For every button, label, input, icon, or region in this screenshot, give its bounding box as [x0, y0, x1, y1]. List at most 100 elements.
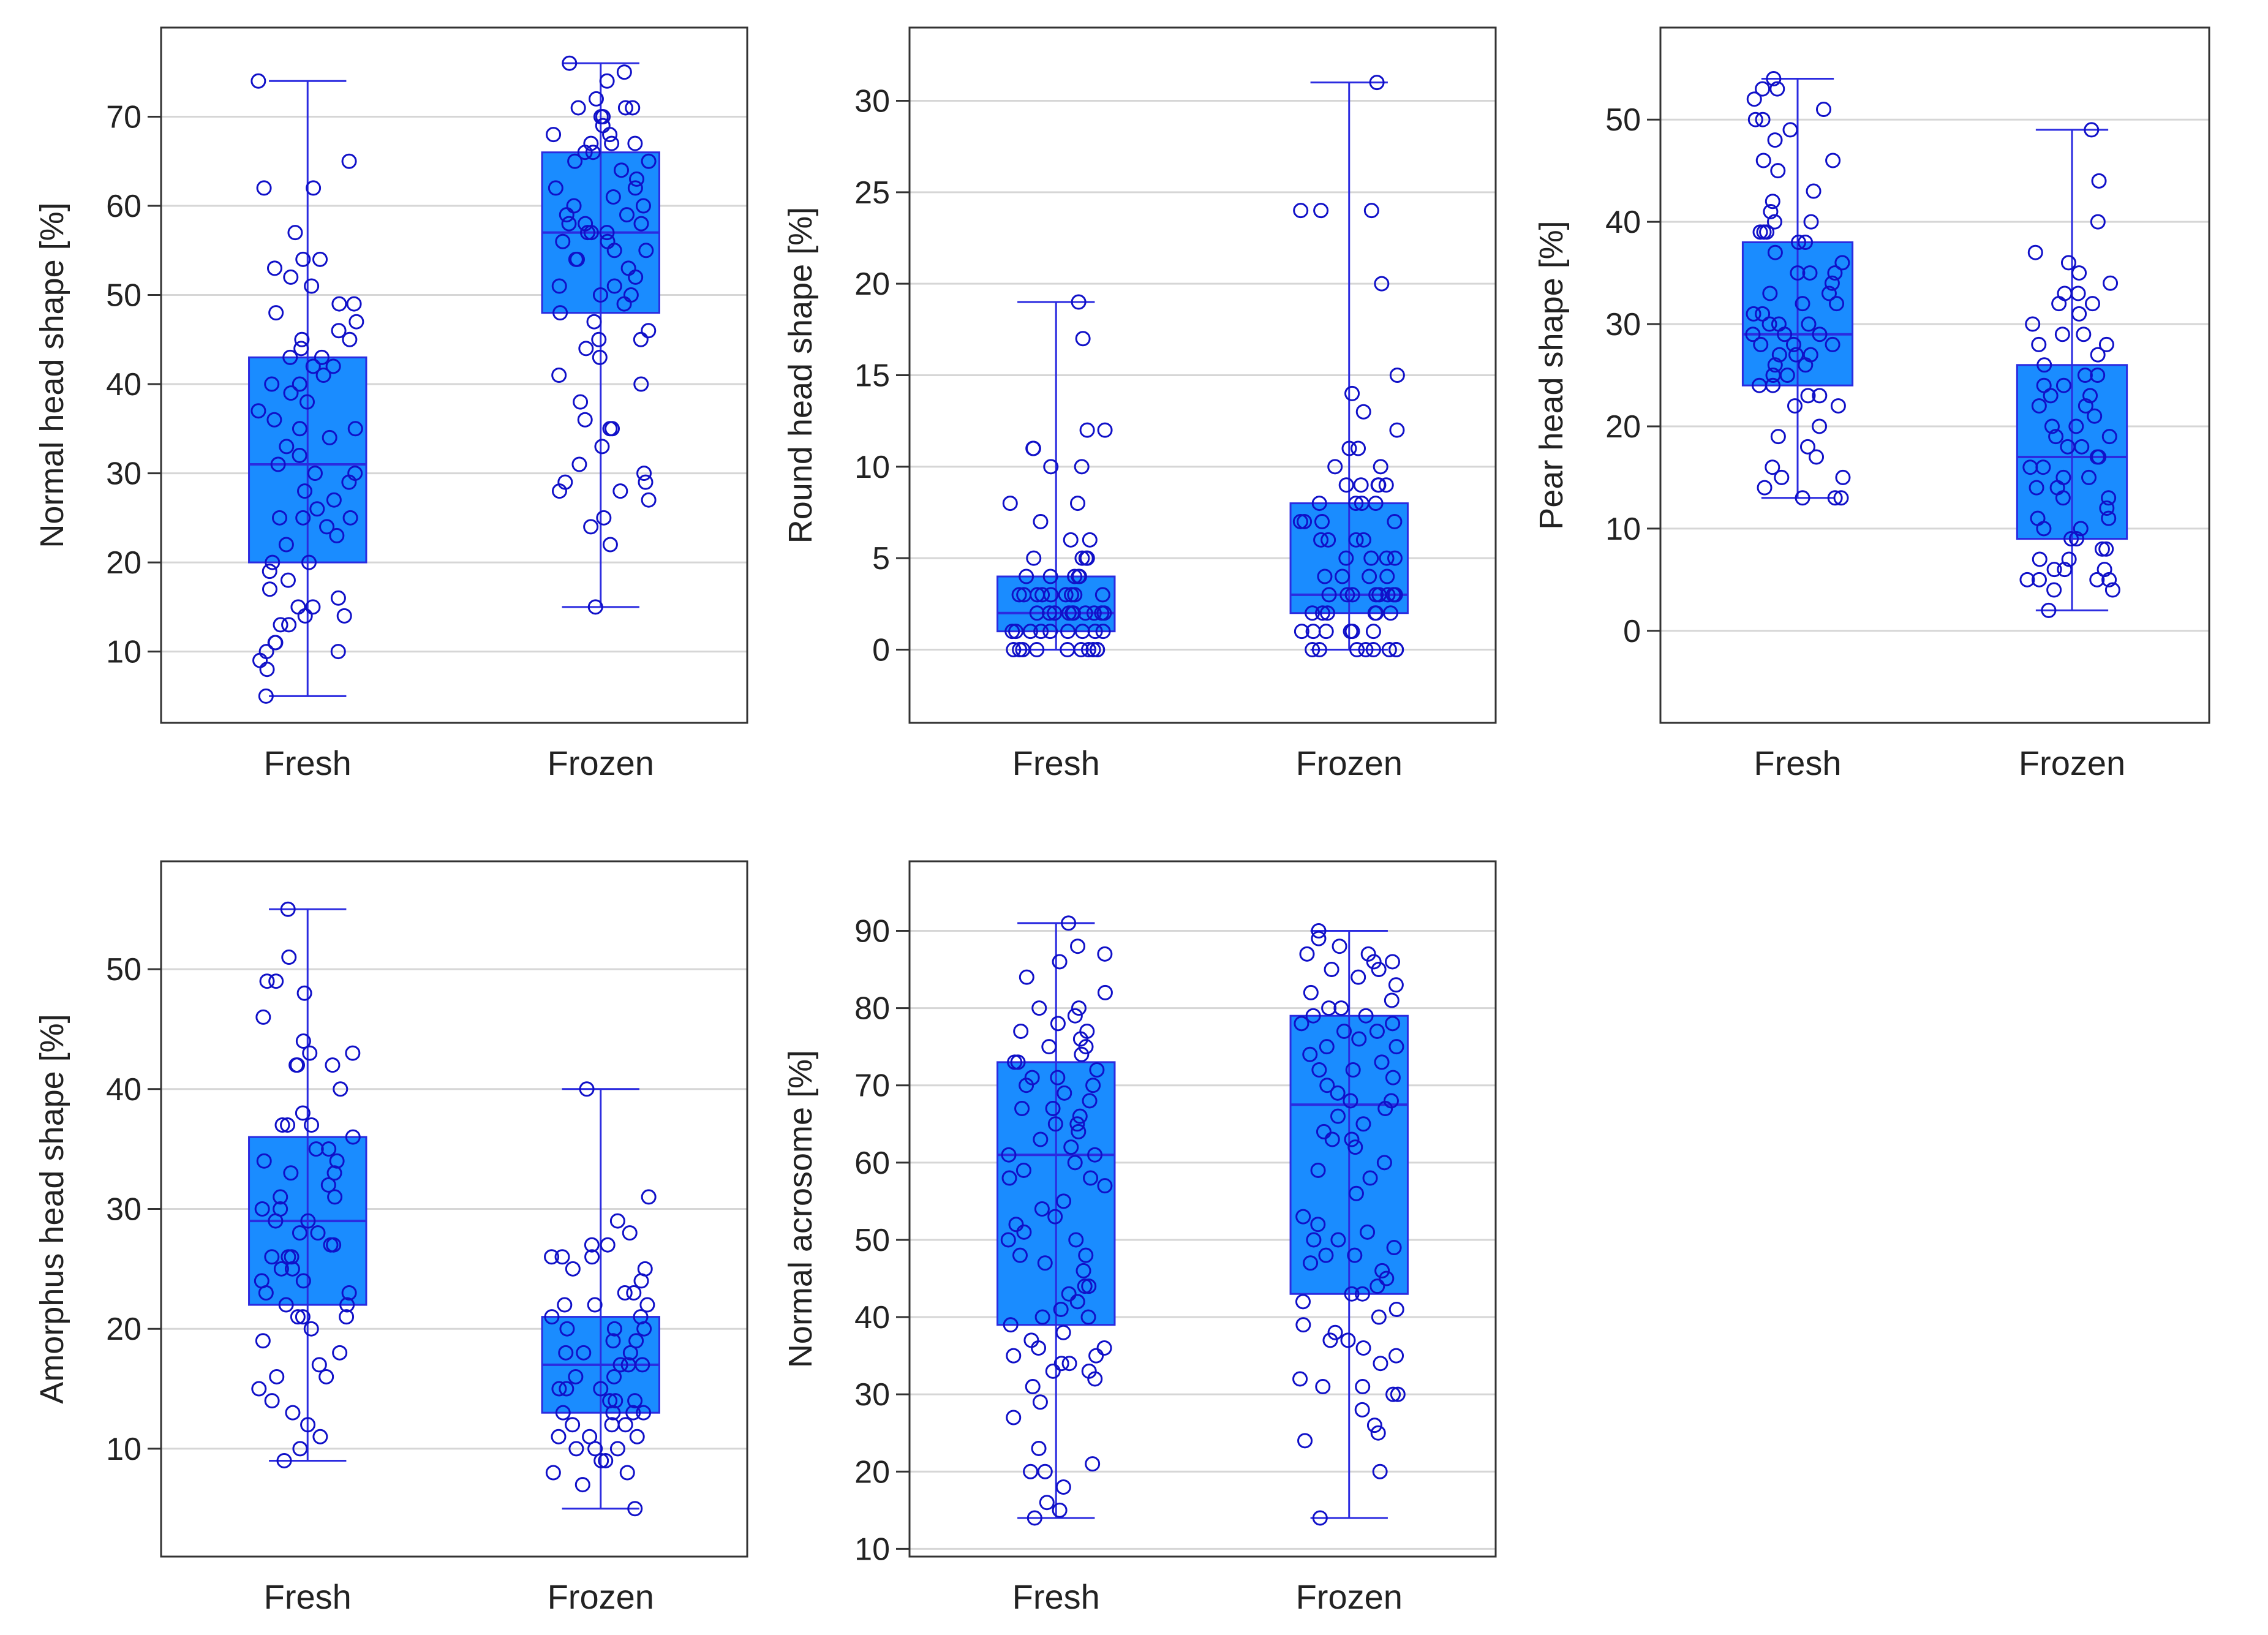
- data-point: [593, 1452, 609, 1468]
- data-point: [587, 1297, 603, 1313]
- data-point: [596, 510, 612, 526]
- data-point: [1799, 439, 1815, 455]
- data-point: [1311, 496, 1327, 512]
- data-point: [2068, 418, 2084, 434]
- data-point: [330, 644, 346, 660]
- data-point: [555, 1405, 571, 1421]
- data-point: [283, 1165, 299, 1181]
- box-group-frozen: [1289, 75, 1409, 658]
- data-point: [626, 1285, 642, 1301]
- data-point: [1348, 532, 1364, 548]
- data-point: [1330, 1232, 1346, 1248]
- data-point: [1355, 1379, 1371, 1395]
- data-point: [2074, 439, 2090, 455]
- data-point: [1001, 1147, 1017, 1163]
- data-point: [295, 1309, 311, 1325]
- data-point: [555, 233, 571, 249]
- data-point: [310, 1225, 326, 1241]
- data-point: [267, 635, 283, 651]
- data-point: [2078, 398, 2093, 414]
- y-tick-label: 40: [106, 1072, 141, 1108]
- data-point: [1314, 513, 1330, 529]
- data-point: [617, 1285, 633, 1301]
- data-point: [1074, 459, 1090, 475]
- data-point: [591, 331, 607, 347]
- data-point: [1078, 1247, 1094, 1263]
- y-tick-label: 40: [854, 1300, 890, 1335]
- data-point: [622, 1345, 638, 1361]
- data-point: [1319, 1039, 1335, 1055]
- data-point: [279, 439, 295, 455]
- data-point: [1043, 587, 1059, 603]
- data-point: [273, 1189, 288, 1205]
- data-point: [1292, 1371, 1308, 1387]
- data-point: [1016, 1224, 1032, 1240]
- data-point: [602, 537, 618, 553]
- data-point: [1339, 587, 1355, 603]
- data-point: [339, 1297, 355, 1313]
- data-point: [1034, 1201, 1050, 1217]
- data-point: [612, 1357, 628, 1373]
- data-point: [1385, 954, 1401, 970]
- data-point: [605, 1333, 621, 1349]
- data-point: [1365, 624, 1381, 640]
- data-point: [1050, 1070, 1066, 1086]
- data-point: [1366, 1418, 1382, 1433]
- y-tick-label: 0: [872, 633, 890, 668]
- data-point: [1344, 1131, 1360, 1147]
- data-point: [2061, 551, 2077, 567]
- data-point: [1033, 513, 1049, 529]
- data-point: [1351, 440, 1366, 456]
- data-point: [1389, 368, 1405, 383]
- data-point: [1343, 624, 1358, 640]
- data-point: [1037, 1463, 1053, 1479]
- data-point: [292, 421, 307, 437]
- data-point: [1311, 642, 1327, 658]
- data-point: [1295, 1294, 1311, 1310]
- data-point: [1061, 1286, 1077, 1302]
- data-point: [281, 617, 297, 633]
- data-point: [551, 1429, 567, 1444]
- data-point: [602, 421, 618, 437]
- data-point: [1385, 1386, 1401, 1402]
- data-point: [1373, 1356, 1388, 1372]
- data-point: [1089, 1062, 1105, 1078]
- data-point: [309, 501, 325, 517]
- data-point: [292, 1441, 308, 1457]
- data-point: [2036, 521, 2052, 537]
- data-point: [2048, 429, 2064, 445]
- data-point: [278, 537, 294, 553]
- data-point: [1297, 1433, 1313, 1449]
- data-point: [1825, 153, 1841, 168]
- data-point: [2057, 285, 2073, 301]
- data-point: [2041, 602, 2057, 618]
- data-point: [2089, 572, 2105, 587]
- data-point: [1006, 1348, 1022, 1364]
- data-point: [1340, 1332, 1356, 1348]
- data-point: [331, 323, 347, 339]
- data-point: [1347, 1247, 1363, 1263]
- data-point: [1067, 1155, 1083, 1171]
- y-tick-label: 0: [1623, 614, 1641, 649]
- data-point: [1023, 1463, 1039, 1479]
- data-point: [606, 278, 622, 294]
- data-point: [1798, 357, 1814, 373]
- data-point: [1001, 1170, 1017, 1186]
- data-point: [2090, 347, 2106, 363]
- data-point: [1313, 532, 1329, 548]
- data-point: [558, 1345, 574, 1361]
- data-point: [1379, 1271, 1395, 1286]
- data-point: [294, 331, 310, 347]
- data-point: [1071, 294, 1087, 310]
- y-tick-label: 10: [1605, 512, 1641, 547]
- data-point: [1063, 532, 1079, 548]
- data-point: [1365, 642, 1381, 658]
- data-point: [1360, 946, 1376, 962]
- data-point: [281, 950, 297, 965]
- data-point: [1293, 203, 1309, 219]
- data-point: [594, 439, 610, 455]
- data-point: [1305, 1008, 1321, 1024]
- data-point: [1047, 1209, 1063, 1225]
- y-tick-label: 10: [106, 635, 141, 670]
- data-point: [1039, 1495, 1055, 1511]
